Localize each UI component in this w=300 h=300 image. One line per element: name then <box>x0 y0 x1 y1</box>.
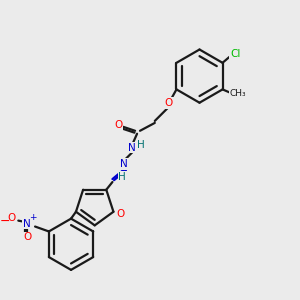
Text: Cl: Cl <box>230 49 241 59</box>
Text: O: O <box>7 213 16 223</box>
Text: N: N <box>120 159 128 169</box>
Text: CH₃: CH₃ <box>230 89 247 98</box>
Text: −: − <box>0 215 10 228</box>
Text: H: H <box>118 172 126 182</box>
Text: O: O <box>114 120 122 130</box>
Text: +: + <box>29 213 37 222</box>
Text: O: O <box>23 232 31 242</box>
Text: N: N <box>128 142 136 152</box>
Text: O: O <box>116 209 124 219</box>
Text: H: H <box>137 140 145 150</box>
Text: N: N <box>23 219 31 229</box>
Text: O: O <box>164 98 173 108</box>
